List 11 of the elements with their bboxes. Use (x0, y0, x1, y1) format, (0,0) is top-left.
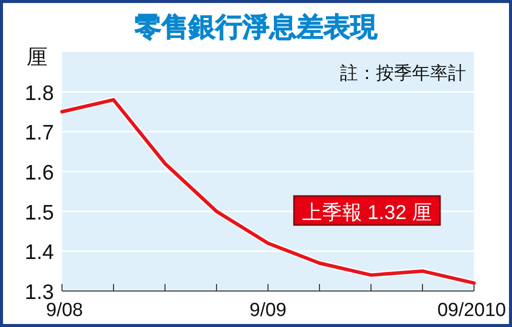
y-tick-label: 1.5 (24, 201, 54, 224)
y-tick-label: 1.8 (24, 82, 54, 105)
annotation: 註：按季年率計 (340, 63, 466, 83)
y-tick-label: 1.6 (24, 162, 54, 184)
x-tick-label: 9/09 (250, 300, 286, 321)
x-tick-label: 09/2010 (437, 300, 506, 321)
y-tick-label: 1.4 (24, 241, 54, 264)
annotation: 上季報 1.32 厘 (302, 202, 432, 224)
title: 零售銀行淨息差表現 (134, 12, 378, 42)
y-axis-title: 厘 (26, 46, 48, 69)
y-tick-label: 1.7 (24, 122, 54, 145)
